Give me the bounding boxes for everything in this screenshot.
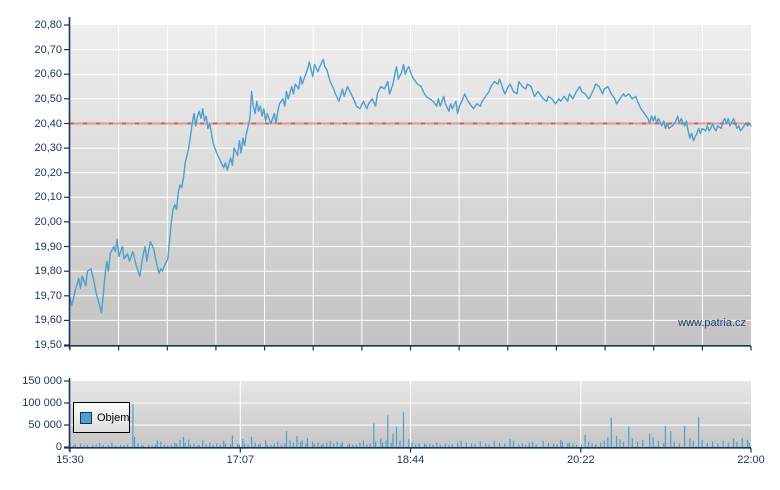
price-y-tick-label: 20,30 [34,142,62,155]
price-y-tick-label: 20,60 [34,68,62,81]
price-y-tick-label: 20,50 [34,92,62,105]
axes [64,17,751,451]
time-tick-label: 20:22 [567,454,595,466]
watermark-link: www.patria.cz [678,317,746,329]
price-y-tick-label: 20,70 [34,43,62,56]
volume-gridlines [70,381,751,447]
price-y-tick-label: 20,00 [34,215,62,228]
time-tick-label: 18:44 [396,454,425,466]
volume-legend-label: Objem [97,411,130,424]
price-y-tick-label: 20,80 [34,19,62,31]
price-y-tick-label: 19,80 [34,265,62,278]
volume-legend: Objem [73,402,130,433]
volume-y-tick-label: 0 [55,441,62,453]
price-y-tick-label: 19,60 [34,314,62,327]
price-y-tick-label: 19,90 [34,240,62,253]
time-tick-label: 17:07 [226,454,255,466]
price-y-tick-label: 19,50 [34,339,62,351]
volume-y-tick-label: 50 000 [28,419,62,431]
time-tick-label: 22:00 [737,454,765,466]
volume-y-tick-label: 100 000 [22,397,62,409]
price-line [69,58,752,314]
price-y-tick-label: 20,10 [34,191,62,204]
price-y-tick-label: 20,20 [34,166,62,179]
time-tick-label: 15:30 [56,454,84,466]
price-y-tick-label: 20,40 [34,117,62,130]
volume-legend-swatch-icon [80,411,92,424]
price-y-tick-label: 19,70 [34,289,62,302]
volume-y-tick-label: 150 000 [22,375,62,387]
axis-ticks [64,24,752,453]
